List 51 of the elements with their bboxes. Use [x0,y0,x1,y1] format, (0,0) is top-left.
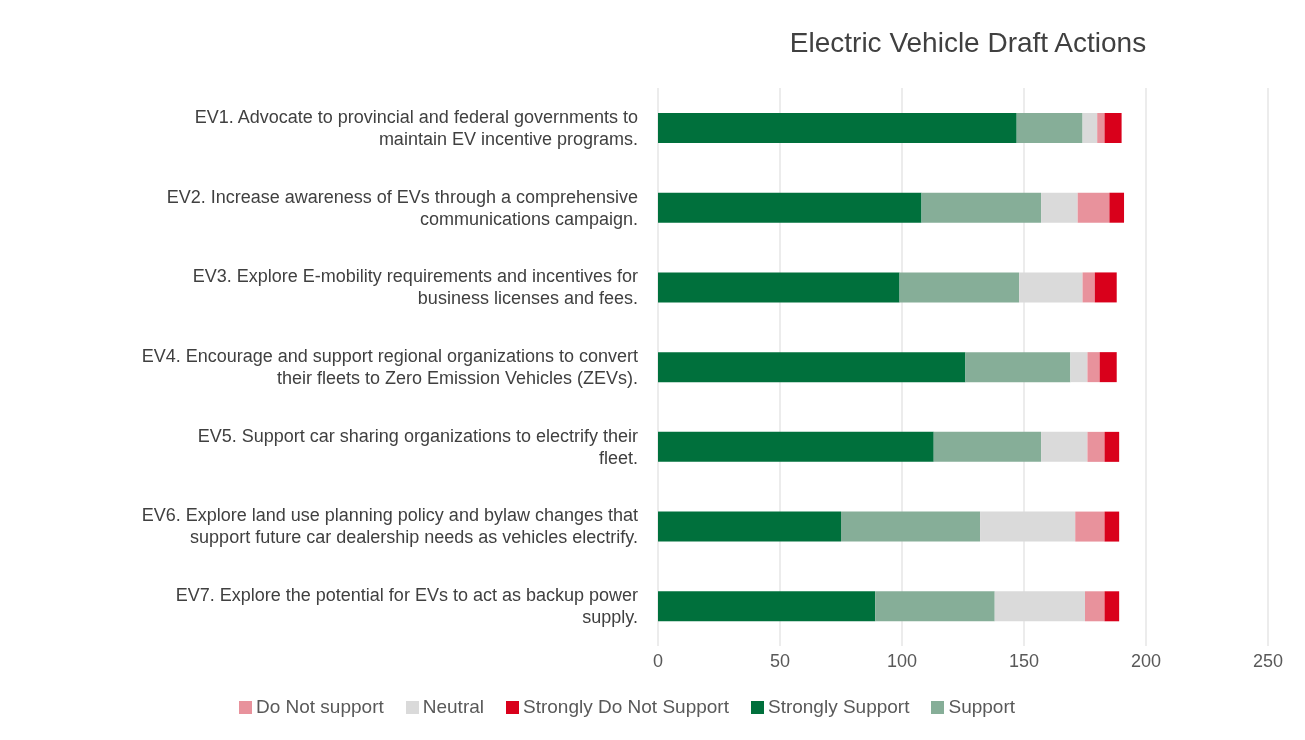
bar [875,591,995,622]
bar [658,431,934,462]
bar [1097,113,1105,143]
bar [1082,272,1095,303]
bar [658,272,900,303]
legend-label: Do Not support [255,696,384,717]
bar [1104,113,1122,143]
bar [1099,352,1117,383]
bar [1104,591,1120,622]
x-tick-label: 100 [886,650,918,671]
chart-title: Electric Vehicle Draft Actions [788,26,1148,60]
bar [1104,511,1120,542]
legend-label: Neutral [422,696,484,717]
bar [899,272,1020,303]
y-tick-label: EV1. Advocate to provincial and federal governments to maintain EV incentive programs. [194,106,638,149]
legend-label: Strongly Do Not Support [523,696,729,717]
y-tick-label: EV3. Explore E-mobility requirements and incentives for business licenses and fees. [192,266,638,309]
y-tick-label: EV7. Explore the potential for EVs to act as backup power supply. [175,585,638,628]
x-tick-label: 50 [769,650,791,671]
legend-label: Strongly Support [767,696,910,717]
bar [1016,113,1083,143]
bar [1087,352,1100,383]
bar [1041,192,1078,223]
bar [921,192,1042,223]
x-tick-label: 200 [1130,650,1162,671]
bar [1077,192,1110,223]
x-tick-label: 0 [652,650,664,671]
bar [658,352,966,383]
bar [965,352,1071,383]
bar [1094,272,1117,303]
y-tick-label: EV2. Increase awareness of EVs through a comprehensive communications campaign. [166,186,638,229]
bar [658,591,876,622]
bar [1041,431,1088,462]
x-tick-label: 250 [1252,650,1284,671]
legend-label: Support [948,696,1016,717]
bar [1087,431,1105,462]
bar [658,511,841,542]
y-tick-label: EV6. Explore land use planning policy and bylaw changes that support future car dealership needs as vehicles electrify. [141,505,638,548]
bar [1070,352,1088,383]
x-tick-label: 150 [1008,650,1040,671]
bar [841,511,981,542]
bar [658,192,922,223]
bar [933,431,1042,462]
y-tick-label: EV4. Encourage and support regional organizations to convert their fleets to Zero Emission Vehicles (ZEVs). [141,346,638,388]
y-tick-label: EV5. Support car sharing organizations to electrify their fleet. [197,425,638,468]
bar [1085,591,1105,622]
bar [1075,511,1105,542]
bar [1082,113,1098,143]
bar [658,113,1017,143]
bar [1104,431,1120,462]
bar [1109,192,1125,223]
